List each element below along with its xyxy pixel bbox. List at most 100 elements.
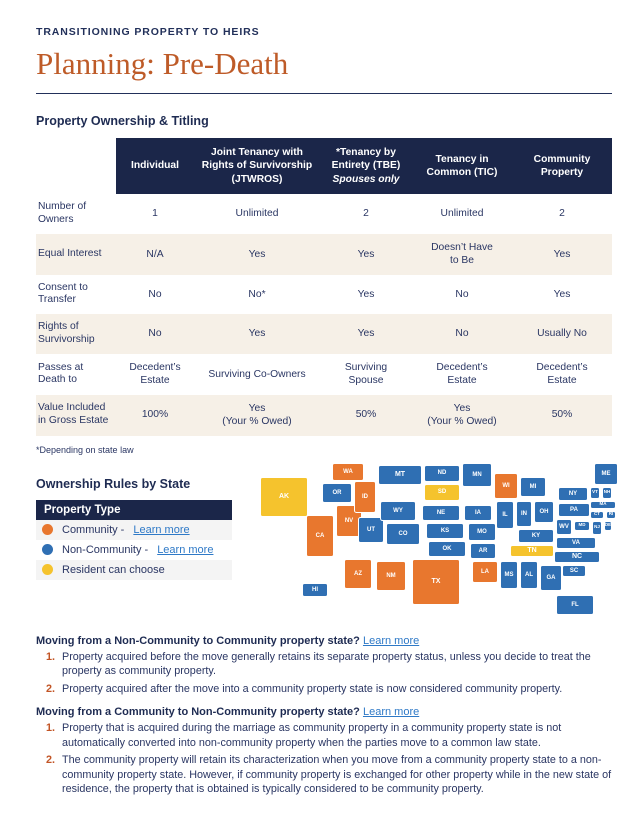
column-header-sublabel: Spouses only bbox=[332, 173, 400, 185]
row-label: Consent to Transfer bbox=[38, 281, 88, 306]
table-cell: Surviving Spouse bbox=[344, 362, 388, 387]
state-tile-ar: AR bbox=[470, 542, 496, 559]
state-tile-nm: NM bbox=[376, 560, 406, 591]
row-label: Value Included in Gross Estate bbox=[38, 402, 109, 427]
state-tile-id: ID bbox=[354, 480, 376, 513]
state-tile-wi: WI bbox=[494, 472, 518, 499]
learn-more-link[interactable]: Learn more bbox=[362, 634, 420, 647]
state-tile-ks: KS bbox=[426, 522, 464, 539]
us-states-map: AK WA OR CA NV ID UT AZ MT WY CO NM ND SD NE KS OK TX MN IA… bbox=[258, 462, 620, 621]
table-footnote: *Depending on state law bbox=[36, 444, 134, 455]
table-cell: Surviving Co-Owners bbox=[208, 368, 306, 380]
table-row: Passes at Death to Decedent’s Estate Survi… bbox=[36, 354, 612, 395]
table-column-header: Individual bbox=[116, 138, 194, 195]
list-item: Property that is acquired during the mar… bbox=[58, 721, 612, 750]
column-header-label: Community Property bbox=[533, 153, 591, 179]
state-tile-ut: UT bbox=[358, 516, 384, 543]
section-heading-text: Moving from a Community to Non-Community… bbox=[36, 706, 360, 719]
state-tile-mi: MI bbox=[520, 476, 546, 497]
table-cell: Yes bbox=[357, 288, 375, 300]
state-tile-ma: MA bbox=[590, 500, 616, 509]
state-tile-co: CO bbox=[386, 522, 420, 545]
table-cell: 2 bbox=[363, 208, 369, 220]
state-tile-mn: MN bbox=[462, 462, 492, 487]
state-tile-ga: GA bbox=[540, 564, 562, 591]
table-header-row: Individual Joint Tenancy with Rights of S… bbox=[36, 138, 612, 195]
learn-more-link[interactable]: Learn more bbox=[362, 706, 420, 719]
state-tile-ca: CA bbox=[306, 514, 334, 557]
column-header-label: Joint Tenancy with Rights of Survivorshi… bbox=[201, 147, 313, 185]
state-tile-wy: WY bbox=[380, 500, 416, 521]
state-tile-hi: HI bbox=[302, 582, 328, 597]
non-community-dot-icon bbox=[42, 544, 53, 556]
table-cell: 100% bbox=[141, 409, 169, 421]
state-tile-ms: MS bbox=[500, 560, 518, 589]
choose-dot-icon bbox=[42, 564, 53, 576]
section-community-to-noncommunity: Moving from a Community to Non-Community… bbox=[36, 706, 612, 797]
section-list: Property acquired before the move genera… bbox=[42, 650, 612, 697]
table-column-header: *Tenancy by Entirety (TBE) Spouses only bbox=[320, 138, 412, 195]
legend-item: Resident can choose bbox=[36, 559, 232, 580]
title-divider bbox=[36, 93, 612, 94]
page-title: Planning: Pre-Death bbox=[36, 46, 289, 81]
table-cell: Yes bbox=[357, 328, 375, 340]
state-tile-mt: MT bbox=[378, 464, 422, 485]
table-cell: Decedent’s Estate bbox=[436, 362, 488, 387]
state-tile-sc: SC bbox=[562, 564, 586, 577]
table-cell: No bbox=[455, 328, 469, 340]
table-cell: Decedent’s Estate bbox=[129, 362, 181, 387]
legend-item: Community - Learn more bbox=[36, 519, 232, 540]
state-tile-ne: NE bbox=[422, 504, 460, 521]
state-tile-pa: PA bbox=[558, 502, 590, 517]
state-tile-in: IN bbox=[516, 500, 532, 527]
table-cell: 1 bbox=[152, 208, 158, 220]
table-body: Number of Owners 1 Unlimited 2 Unlimited 2 Equ… bbox=[36, 194, 612, 436]
state-tile-oh: OH bbox=[534, 500, 554, 523]
learn-more-link[interactable]: Learn more bbox=[157, 543, 214, 556]
section-heading-text: Moving from a Non-Community to Community… bbox=[36, 634, 360, 647]
table-cell: Unlimited bbox=[440, 208, 484, 220]
table-cell: Yes bbox=[553, 288, 571, 300]
state-tile-de: DE bbox=[604, 520, 612, 531]
table-cell: Yes bbox=[248, 248, 266, 260]
row-label: Rights of Survivorship bbox=[38, 321, 95, 346]
table-cell: No bbox=[455, 288, 469, 300]
table-cell: Yes (Your % Owed) bbox=[427, 402, 497, 428]
table-cell: No* bbox=[248, 288, 266, 300]
state-tile-ia: IA bbox=[464, 504, 492, 521]
state-tile-ny: NY bbox=[558, 486, 588, 501]
row-label: Passes at Death to bbox=[38, 361, 84, 386]
state-tile-il: IL bbox=[496, 500, 514, 529]
ownership-titling-table: Individual Joint Tenancy with Rights of S… bbox=[36, 138, 612, 436]
table-cell: 2 bbox=[559, 208, 565, 220]
table-cell: N/A bbox=[146, 248, 164, 260]
legend-rows: Community - Learn more Non-Community - Le… bbox=[36, 519, 232, 580]
state-tile-wa: WA bbox=[332, 462, 364, 481]
map-legend: Property Type Community - Learn more Non-… bbox=[36, 499, 232, 580]
state-tile-nc: NC bbox=[554, 550, 600, 563]
table-cell: No bbox=[148, 288, 162, 300]
state-tile-tn: TN bbox=[510, 544, 554, 557]
table-row: Equal Interest N/A Yes Yes Doesn’t Have to B… bbox=[36, 233, 612, 275]
table-cell: 50% bbox=[551, 409, 573, 421]
column-header-label: Tenancy in Common (TIC) bbox=[426, 153, 498, 179]
row-label: Number of Owners bbox=[38, 201, 87, 225]
list-item: Property acquired before the move genera… bbox=[58, 650, 612, 679]
table-cell: Yes bbox=[248, 328, 266, 340]
learn-more-link[interactable]: Learn more bbox=[133, 523, 190, 536]
state-tile-nd: ND bbox=[424, 464, 460, 482]
state-tile-ct: CT bbox=[590, 510, 604, 519]
state-tile-vt: VT bbox=[590, 486, 600, 499]
table-section-heading: Property Ownership & Titling bbox=[36, 114, 209, 128]
state-tile-wv: WV bbox=[556, 518, 572, 535]
table-cell: Decedent’s Estate bbox=[536, 362, 588, 387]
table-column-header: Tenancy in Common (TIC) bbox=[412, 138, 512, 195]
column-header-label: *Tenancy by Entirety (TBE) bbox=[331, 147, 401, 172]
state-tile-al: AL bbox=[520, 560, 538, 589]
community-dot-icon bbox=[42, 524, 53, 536]
table-cell: Yes bbox=[357, 248, 375, 260]
state-tile-md: MD bbox=[574, 520, 590, 531]
state-tile-nj: NJ bbox=[592, 520, 602, 535]
legend-label: Community - bbox=[62, 523, 125, 536]
